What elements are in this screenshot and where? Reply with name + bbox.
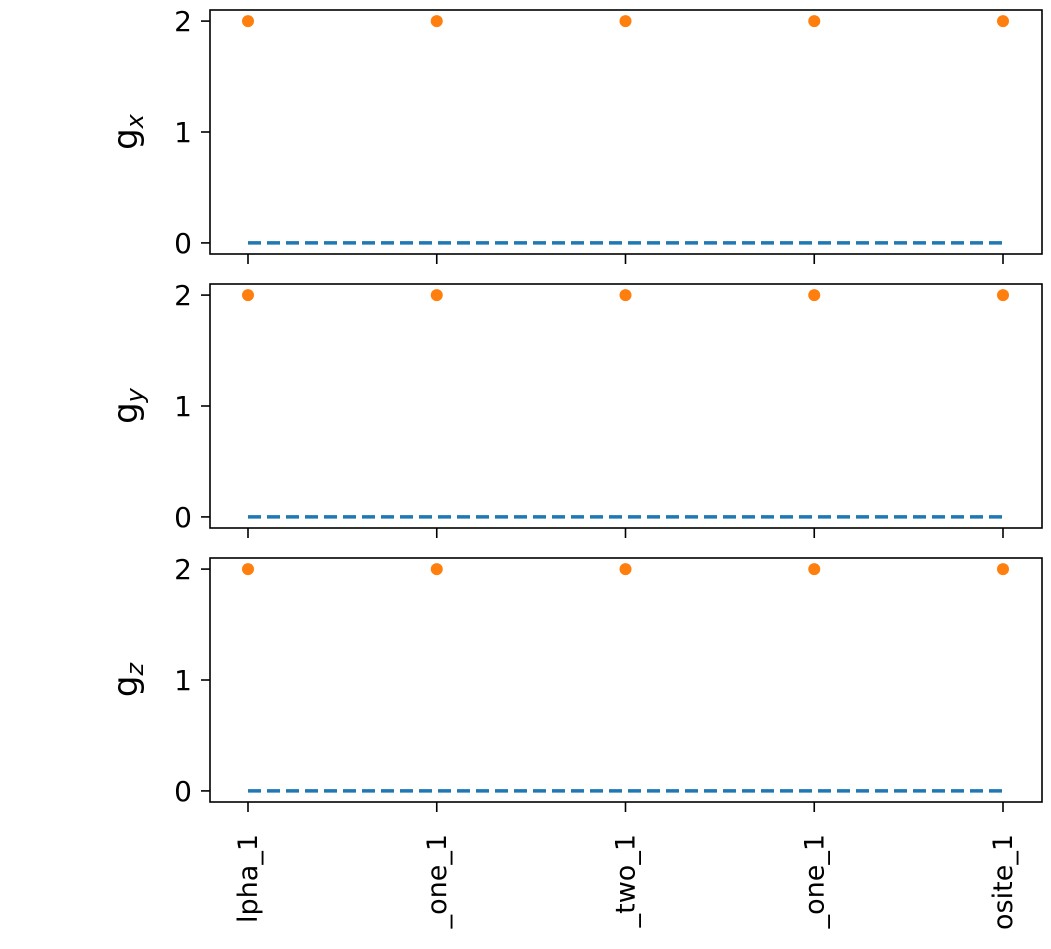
x-tick-label: osite_1 (988, 834, 1019, 930)
panel-gy: 0 1 2 gy (106, 279, 1043, 538)
y-tick-label: 0 (174, 501, 192, 534)
y-axis-label: gy (106, 387, 149, 424)
y-axis-label: gz (106, 662, 149, 698)
y-axis-label-subscript: x (121, 113, 149, 129)
data-point (242, 563, 254, 576)
x-tick-label: lpha_1 (233, 834, 264, 923)
data-point (242, 289, 254, 302)
data-point (808, 15, 821, 28)
data-point (619, 289, 632, 302)
data-point (430, 289, 443, 302)
y-axis-label-main: g (106, 402, 146, 424)
y-tick-label: 2 (174, 553, 192, 586)
y-tick-label: 0 (174, 227, 192, 260)
y-axis-label-main: g (106, 676, 146, 698)
x-tick-label: _two_1 (611, 834, 642, 928)
data-point (430, 15, 443, 28)
y-axis-label-subscript: z (121, 662, 149, 677)
y-tick-label: 2 (174, 5, 192, 38)
y-tick-label: 1 (174, 390, 192, 423)
y-axis-label: gx (106, 113, 149, 150)
x-tick-label: _one_1 (422, 834, 453, 929)
data-point (242, 15, 254, 28)
y-tick-label: 2 (174, 279, 192, 312)
panel-gx: 0 1 2 gx (106, 5, 1043, 264)
panel-gz: 0 1 2 gz lpha_1 _one_1 _two_1 _one_1 osite_1 (106, 553, 1043, 930)
y-tick-label: 1 (174, 116, 192, 149)
y-tick-label: 0 (174, 775, 192, 808)
x-tick-label: _one_1 (799, 834, 830, 929)
data-point (430, 563, 443, 576)
axes-frame (209, 9, 1043, 255)
axes-frame (209, 283, 1043, 529)
data-point (619, 563, 632, 576)
data-point (997, 563, 1009, 576)
data-point (808, 563, 821, 576)
y-axis-label-subscript: y (121, 387, 149, 403)
data-point (808, 289, 821, 302)
axes-frame (209, 557, 1043, 803)
y-tick-label: 1 (174, 664, 192, 697)
data-point (997, 289, 1009, 302)
data-point (997, 15, 1009, 28)
data-point (619, 15, 632, 28)
y-axis-label-main: g (106, 128, 146, 150)
